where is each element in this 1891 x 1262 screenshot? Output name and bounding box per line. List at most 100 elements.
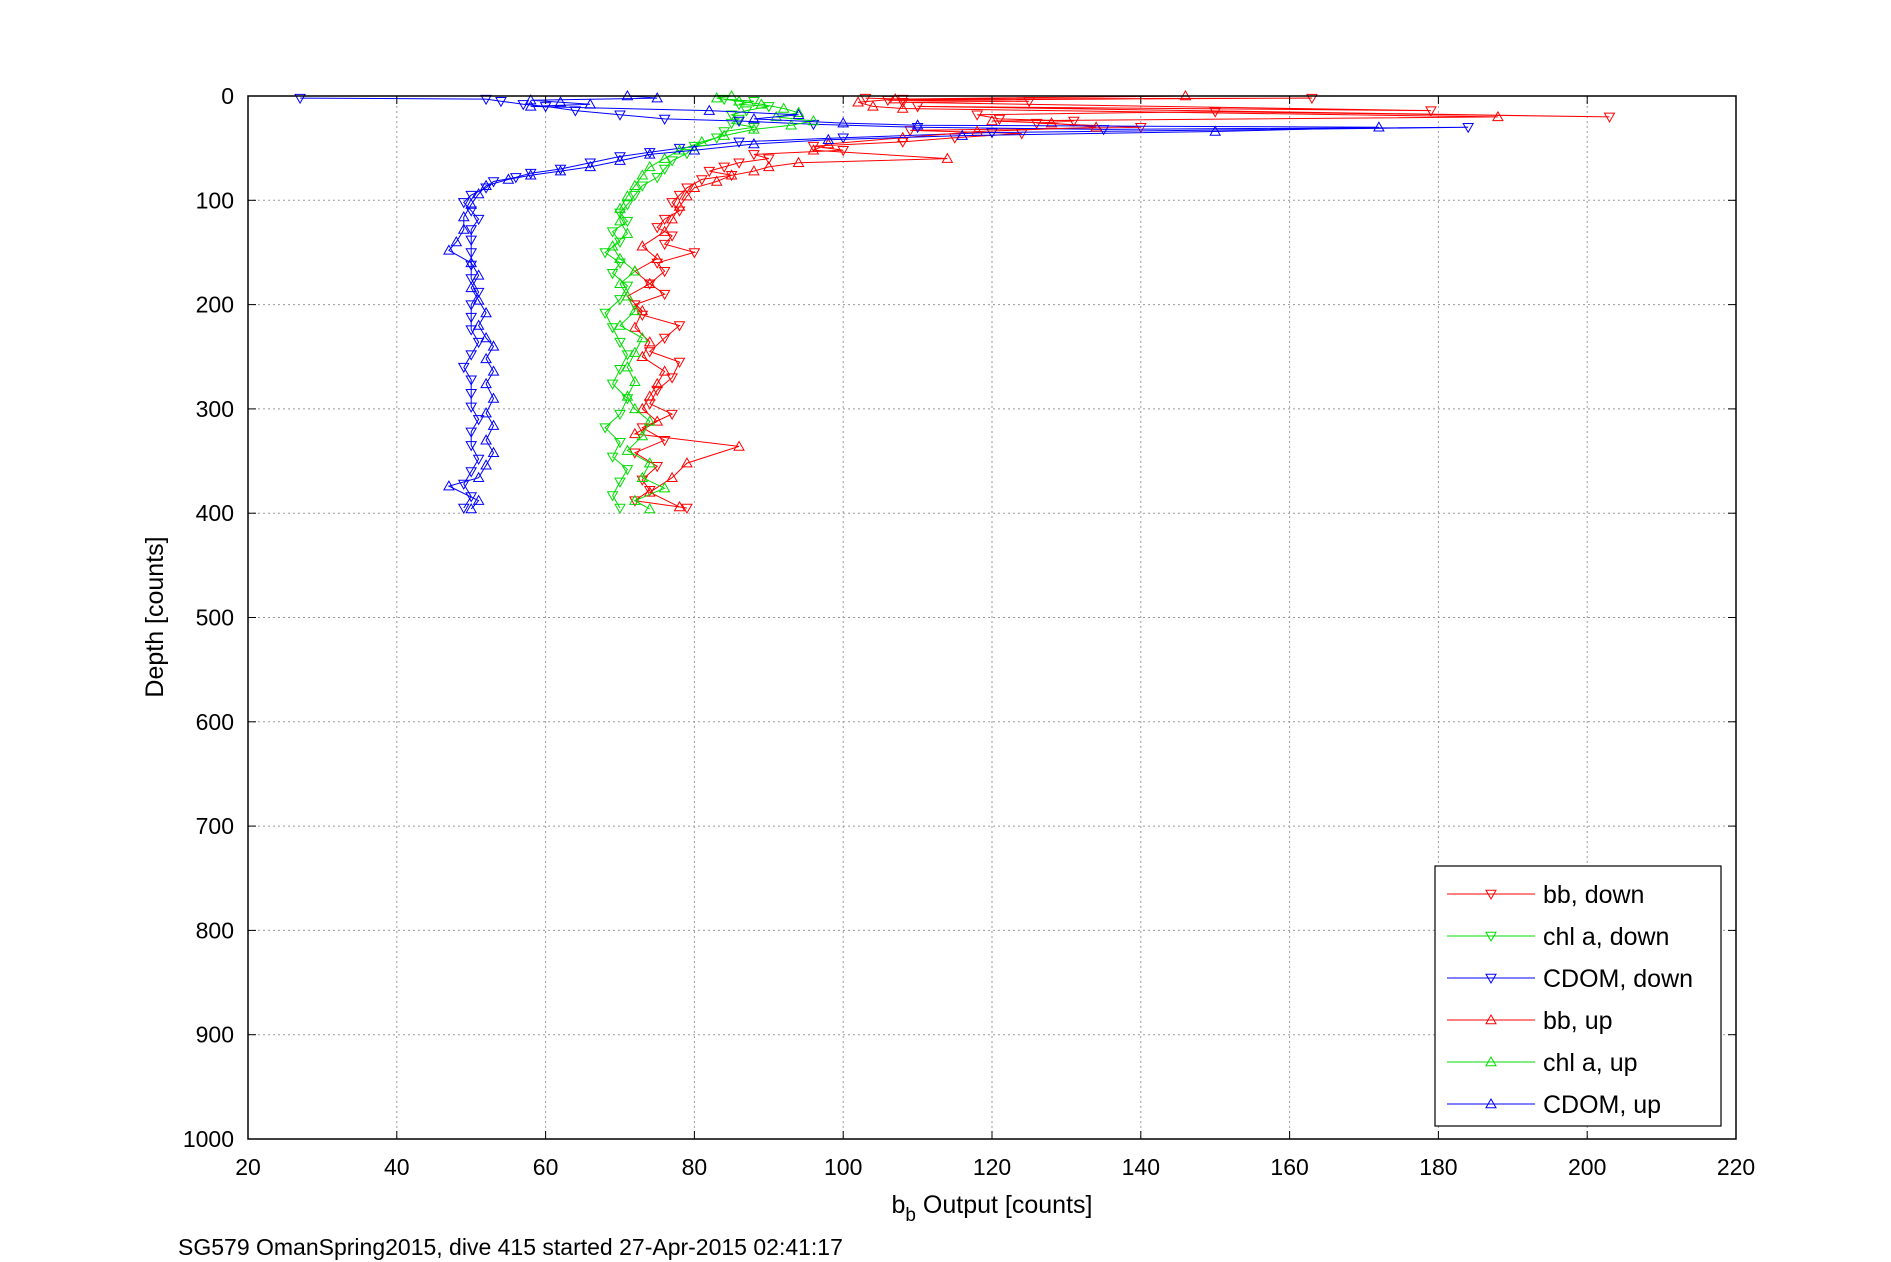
data-point <box>658 152 671 163</box>
data-point <box>457 198 470 209</box>
data-point <box>658 164 671 176</box>
data-point <box>465 256 478 268</box>
y-tick-label: 400 <box>196 500 234 526</box>
data-point <box>294 93 306 105</box>
data-point <box>867 100 879 111</box>
series-group <box>294 89 1616 514</box>
data-point <box>673 357 686 368</box>
data-point <box>673 321 686 332</box>
data-point <box>465 503 478 514</box>
data-point <box>658 225 671 236</box>
data-point <box>465 248 478 259</box>
data-point <box>465 325 478 336</box>
data-point <box>487 340 500 351</box>
data-point <box>681 503 693 514</box>
y-tick-label: 100 <box>196 187 234 213</box>
data-point <box>725 118 738 130</box>
data-point <box>472 294 485 305</box>
legend-entry-label: CDOM, down <box>1543 965 1693 993</box>
legend-box <box>1434 865 1722 1127</box>
data-point <box>457 503 470 514</box>
data-point <box>606 240 619 251</box>
data-point <box>465 225 478 236</box>
x-tick-label: 100 <box>824 1154 862 1180</box>
data-point <box>487 419 500 430</box>
x-axis-label: bb Output [counts] <box>892 1191 1093 1226</box>
data-point <box>718 127 731 138</box>
data-point <box>666 231 678 242</box>
data-point <box>681 183 693 194</box>
data-point <box>807 141 820 153</box>
data-point <box>450 236 463 247</box>
data-point <box>658 365 671 376</box>
x-tick-label: 80 <box>682 1154 708 1180</box>
legend-swatch-marker <box>1485 931 1497 943</box>
data-point <box>621 390 634 401</box>
legend-entry-label: bb, down <box>1543 881 1644 909</box>
data-point <box>629 190 641 202</box>
data-point <box>643 277 656 288</box>
data-point <box>1209 125 1222 136</box>
data-point <box>480 459 492 470</box>
data-point <box>755 98 768 109</box>
data-point <box>629 494 641 505</box>
data-point <box>599 423 611 434</box>
data-point <box>1462 123 1475 134</box>
data-point <box>621 216 634 228</box>
data-point <box>524 100 537 111</box>
data-point <box>457 223 470 234</box>
data-point <box>636 169 649 180</box>
legend-swatch-marker <box>1485 973 1497 985</box>
data-point <box>792 156 805 168</box>
data-point <box>673 190 686 202</box>
series-line <box>447 95 1379 510</box>
data-point <box>1045 117 1058 128</box>
x-tick-label: 120 <box>973 1154 1011 1180</box>
data-point <box>472 188 485 199</box>
data-point <box>807 115 820 126</box>
data-point <box>1090 121 1103 132</box>
data-point <box>465 467 478 478</box>
data-point <box>785 119 797 130</box>
x-axis-label-rest: Output [counts] <box>916 1191 1093 1219</box>
data-point <box>718 162 731 173</box>
data-point <box>629 321 641 332</box>
data-point <box>911 102 924 113</box>
data-point <box>643 279 656 290</box>
data-point <box>636 304 649 316</box>
data-point <box>457 362 470 374</box>
data-point <box>658 435 671 447</box>
legend-swatch-marker <box>1485 1055 1497 1067</box>
series-chl-a-up <box>606 89 820 514</box>
data-point <box>554 96 567 107</box>
data-point <box>993 114 1006 125</box>
data-point <box>621 394 634 405</box>
data-point <box>606 227 619 238</box>
data-point <box>480 306 492 318</box>
y-tick-label: 0 <box>221 83 234 109</box>
data-point <box>911 123 924 134</box>
legend-entry-label: CDOM, up <box>1543 1091 1661 1119</box>
data-point <box>703 166 716 178</box>
data-point <box>584 158 597 169</box>
data-point <box>614 337 626 349</box>
data-point <box>517 100 530 111</box>
data-point <box>487 392 500 403</box>
data-point <box>465 375 478 386</box>
data-point <box>495 96 507 108</box>
data-point <box>725 169 738 180</box>
data-point <box>695 175 708 186</box>
data-point <box>472 214 485 226</box>
data-point <box>629 427 641 439</box>
data-point <box>837 117 850 128</box>
data-point <box>472 287 485 299</box>
data-point <box>465 235 478 246</box>
y-tick-label: 600 <box>196 709 234 735</box>
data-point <box>621 190 634 201</box>
data-point <box>658 214 671 226</box>
data-point <box>1492 110 1504 122</box>
data-point <box>1425 106 1437 117</box>
data-point <box>621 200 634 211</box>
data-point <box>614 215 626 226</box>
data-point <box>621 290 634 301</box>
